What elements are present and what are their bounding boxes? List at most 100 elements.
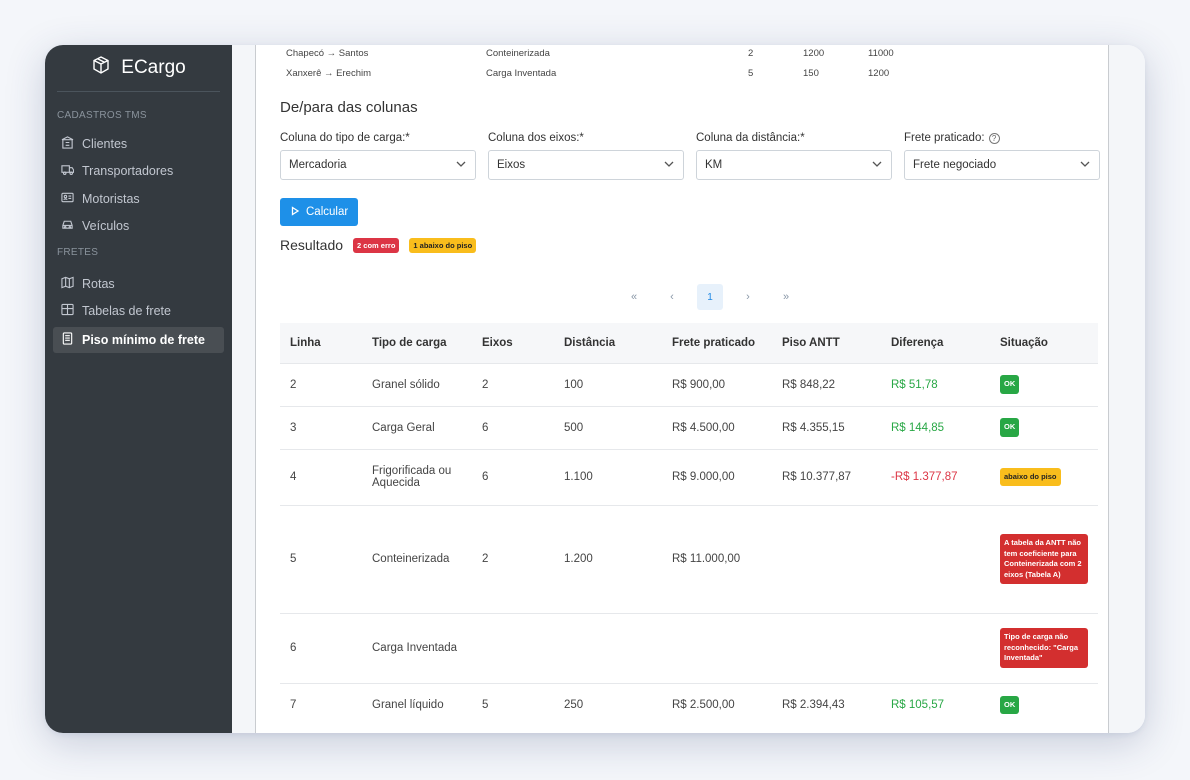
axles-column-select[interactable]: Eixos — [488, 150, 684, 180]
sidebar-item-label: Tabelas de frete — [82, 304, 171, 319]
sidebar-item-tabelas-de-frete[interactable]: Tabelas de frete — [45, 298, 232, 326]
select-value: Mercadoria — [289, 159, 347, 171]
result-header: Resultado 2 com erro 1 abaixo do piso — [280, 237, 477, 253]
car-icon — [61, 218, 74, 234]
calculate-label: Calcular — [306, 206, 349, 218]
current-page-button[interactable]: 1 — [697, 284, 723, 310]
col-frete: Frete praticado — [672, 336, 756, 349]
cell-frete: R$ 11.000,00 — [662, 504, 772, 613]
calculate-button[interactable]: Calcular — [280, 198, 359, 226]
col-piso: Piso ANTT — [782, 336, 840, 349]
box-icon — [91, 55, 111, 81]
cell-frete: R$ 9.000,00 — [662, 448, 772, 505]
file-preview: Chapecó → Santos Conteinerizada 2 1200 1… — [256, 45, 1108, 83]
cell-diferenca: -R$ 1.377,87 — [881, 448, 990, 505]
preview-route: Chapecó → Santos — [286, 47, 369, 59]
cell-linha: 4 — [280, 448, 362, 505]
sidebar-item-label: Veículos — [82, 219, 130, 234]
preview-type: Carga Inventada — [486, 67, 557, 79]
cell-piso: R$ 848,22 — [772, 362, 881, 406]
cell-piso: R$ 10.377,87 — [772, 448, 881, 505]
preview-freight: 11000 — [868, 47, 894, 59]
building-icon — [61, 136, 74, 152]
status-badge: A tabela da ANTT não tem coeficiente par… — [1000, 534, 1088, 584]
sidebar: ECargo CADASTROS TMS Clientes Transporta… — [45, 45, 232, 733]
main-content: Chapecó → Santos Conteinerizada 2 1200 1… — [232, 45, 1145, 733]
last-page-button[interactable]: » — [782, 291, 790, 303]
col-linha: Linha — [290, 336, 321, 349]
sidebar-item-rotas[interactable]: Rotas — [45, 270, 232, 298]
next-page-button[interactable]: › — [746, 291, 750, 303]
cargo-type-column-label: Coluna do tipo de carga:* — [280, 132, 410, 144]
axles-column-group: Coluna dos eixos:* Eixos — [488, 129, 684, 180]
content-card: Chapecó → Santos Conteinerizada 2 1200 1… — [255, 45, 1109, 733]
status-badge: OK — [1000, 695, 1020, 714]
cell-linha: 7 — [280, 682, 362, 726]
help-icon[interactable]: ? — [988, 132, 1000, 144]
id-card-icon — [61, 191, 74, 207]
cell-piso — [772, 612, 881, 683]
cell-situacao: OK — [990, 362, 1098, 406]
preview-axles: 5 — [748, 67, 754, 79]
cell-frete — [662, 612, 772, 683]
document-icon — [61, 332, 74, 348]
map-icon — [61, 276, 74, 292]
cell-distancia — [554, 612, 662, 683]
preview-axles: 2 — [748, 47, 754, 59]
cell-eixos: 6 — [472, 448, 554, 505]
sidebar-item-label: Rotas — [82, 276, 115, 291]
col-diferenca: Diferença — [891, 336, 944, 349]
cell-situacao: A tabela da ANTT não tem coeficiente par… — [990, 504, 1098, 613]
cell-distancia: 1.100 — [554, 448, 662, 505]
status-badge: abaixo do piso — [1000, 467, 1061, 487]
preview-freight: 1200 — [868, 67, 890, 79]
app-window: ECargo CADASTROS TMS Clientes Transporta… — [45, 45, 1145, 733]
select-value: KM — [705, 159, 723, 171]
cell-diferenca: R$ 144,85 — [881, 405, 990, 449]
sidebar-item-label: Motoristas — [82, 191, 140, 206]
cell-tipo: Carga Inventada — [362, 612, 472, 683]
cell-distancia: 100 — [554, 362, 662, 406]
col-eixos: Eixos — [482, 336, 513, 349]
cargo-type-column-group: Coluna do tipo de carga:* Mercadoria — [280, 129, 476, 180]
cell-frete: R$ 2.500,00 — [662, 682, 772, 726]
cell-eixos: 2 — [472, 362, 554, 406]
distance-column-select[interactable]: KM — [696, 150, 892, 180]
preview-row: Xanxerê → Erechim Carga Inventada 5 150 … — [256, 63, 1108, 83]
cell-distancia: 500 — [554, 405, 662, 449]
sidebar-item-label: Piso mínimo de frete — [82, 333, 205, 347]
distance-column-label: Coluna da distância:* — [696, 132, 805, 144]
brand[interactable]: ECargo — [57, 45, 220, 92]
sidebar-item-piso-minimo[interactable]: Piso mínimo de frete — [53, 327, 224, 353]
sidebar-item-motoristas[interactable]: Motoristas — [45, 185, 232, 213]
cell-linha: 2 — [280, 362, 362, 406]
cell-tipo: Carga Geral — [362, 405, 472, 449]
play-icon — [290, 205, 300, 219]
select-value: Eixos — [497, 159, 526, 171]
cell-situacao: OK — [990, 405, 1098, 449]
column-mapping: Coluna do tipo de carga:* Mercadoria Col… — [280, 129, 1100, 180]
sidebar-item-veiculos[interactable]: Veículos — [45, 213, 232, 241]
cell-diferenca: R$ 51,78 — [881, 362, 990, 406]
prev-page-button[interactable]: ‹ — [670, 291, 674, 303]
cell-diferenca — [881, 612, 990, 683]
cell-distancia: 1.200 — [554, 504, 662, 613]
preview-row: Chapecó → Santos Conteinerizada 2 1200 1… — [256, 45, 1108, 63]
sidebar-item-transportadores[interactable]: Transportadores — [45, 158, 232, 186]
pagination: « ‹ 1 › » — [621, 284, 799, 310]
cell-eixos: 2 — [472, 504, 554, 613]
preview-route: Xanxerê → Erechim — [286, 67, 372, 79]
freight-column-group: Frete praticado: ? Frete negociado — [904, 129, 1100, 180]
first-page-button[interactable]: « — [630, 291, 638, 303]
cell-eixos — [472, 612, 554, 683]
sidebar-item-label: Transportadores — [82, 164, 174, 179]
cargo-type-column-select[interactable]: Mercadoria — [280, 150, 476, 180]
chevron-down-icon — [455, 158, 467, 173]
freight-column-label: Frete praticado: — [904, 132, 985, 144]
nav-header-cadastros: CADASTROS TMS — [57, 110, 147, 121]
table-row: 3 Carga Geral 6 500 R$ 4.500,00 R$ 4.355… — [280, 405, 1098, 449]
sidebar-item-clientes[interactable]: Clientes — [45, 130, 232, 158]
result-title: Resultado — [280, 237, 344, 253]
freight-column-select[interactable]: Frete negociado — [904, 150, 1100, 180]
cell-piso: R$ 2.394,43 — [772, 682, 881, 726]
